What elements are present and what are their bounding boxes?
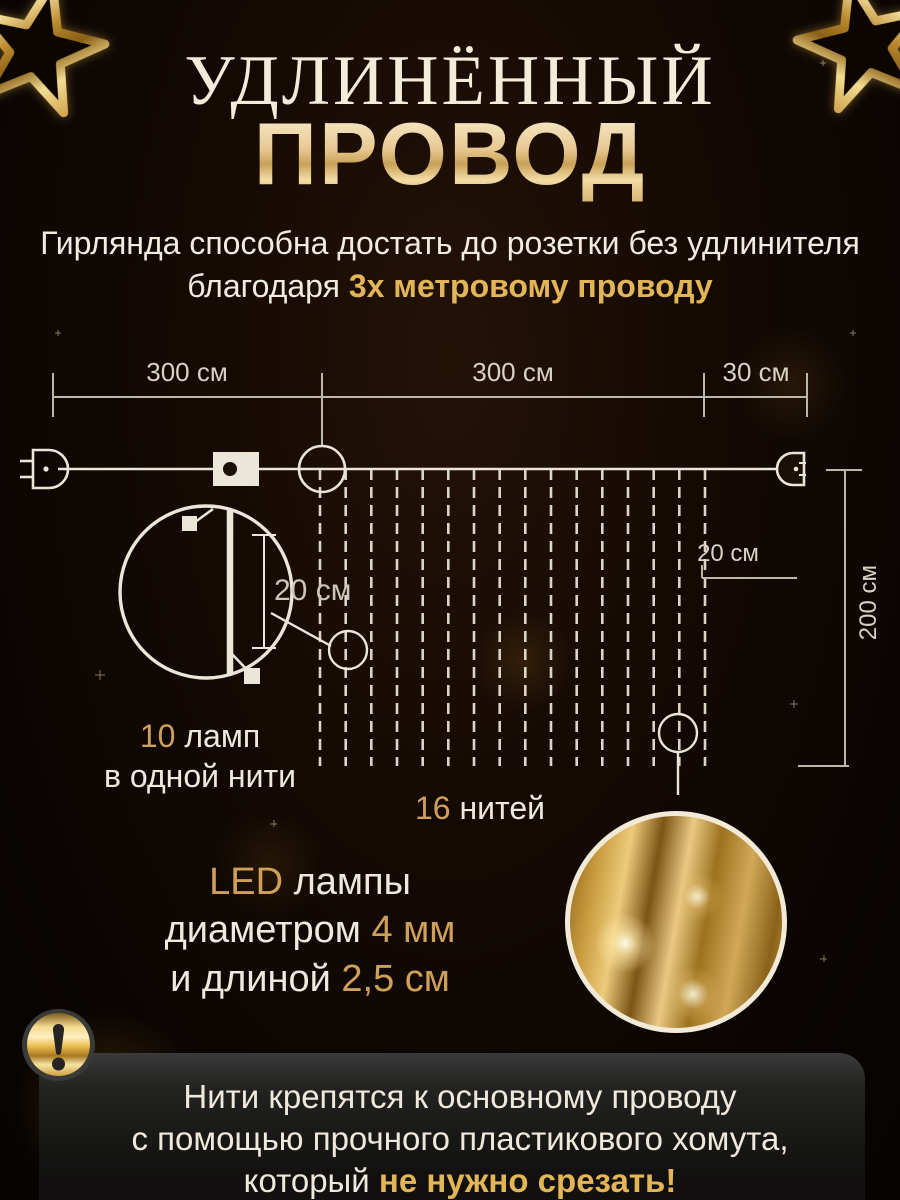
svg-text:20 см: 20 см (274, 574, 351, 607)
